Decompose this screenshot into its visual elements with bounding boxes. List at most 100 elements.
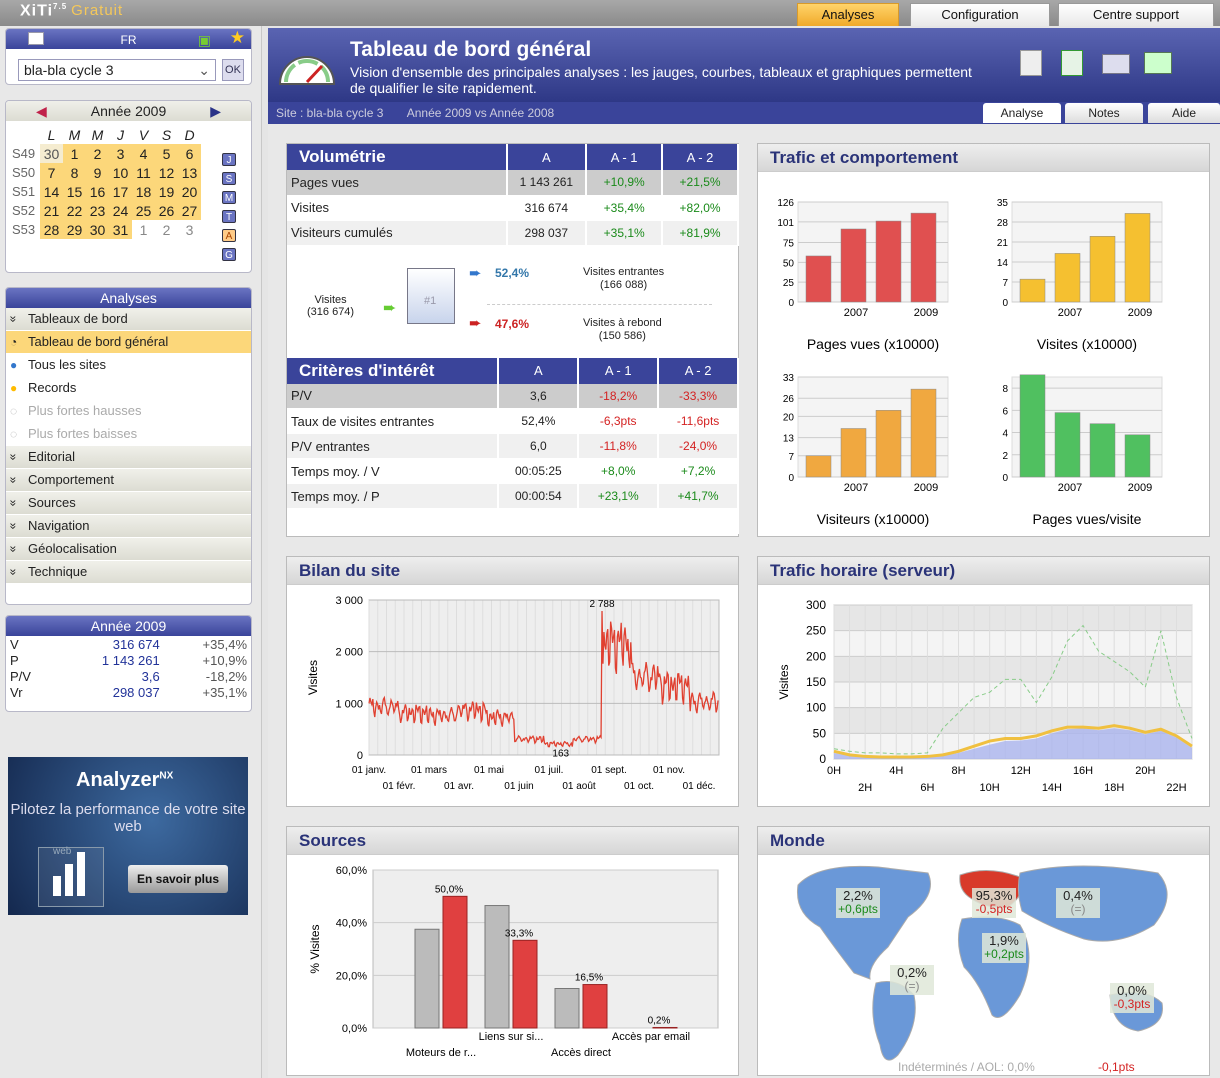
region-percent: 2,2% [843, 888, 873, 903]
tab-centre-support[interactable]: Centre support [1058, 3, 1214, 26]
language-label[interactable]: FR [120, 33, 137, 47]
calendar-day[interactable]: 27 [178, 201, 201, 220]
kpi-row[interactable]: Temps moy. / P 00:00:54 +23,1% +41,7% [287, 483, 739, 509]
kpi-cell: 3,6 [498, 383, 580, 409]
period-button[interactable]: M [222, 191, 236, 204]
email-icon[interactable] [1102, 54, 1130, 74]
week-number[interactable]: S51 [12, 184, 36, 199]
kpi-row[interactable]: Temps moy. / V 00:05:25 +8,0% +7,2% [287, 458, 739, 484]
calendar-day[interactable]: 10 [109, 163, 132, 182]
calendar-day[interactable]: 1 [63, 144, 86, 163]
en-savoir-plus-button[interactable]: En savoir plus [128, 865, 228, 893]
site-panel-head: FR ▣ ★ [6, 29, 251, 49]
calendar-day[interactable]: 14 [40, 182, 63, 201]
menu-item[interactable]: » Comportement [6, 469, 251, 492]
period-button[interactable]: S [222, 172, 236, 185]
site-dropdown[interactable]: bla-bla cycle 3 ⌄ [18, 59, 216, 81]
calendar-day[interactable]: 28 [40, 220, 63, 239]
calendar-day[interactable]: 3 [185, 221, 194, 238]
add-favorite-icon[interactable]: ▣ [197, 32, 211, 48]
chevron-icon: » [6, 476, 21, 484]
tab-aide[interactable]: Aide [1148, 103, 1220, 123]
week-number[interactable]: S49 [12, 146, 36, 161]
calendar-day[interactable]: 8 [63, 163, 86, 182]
period-button[interactable]: J [222, 153, 236, 166]
undetermined-label: Indéterminés / AOL: 0,0% [898, 1060, 1035, 1074]
calendar-day[interactable]: 18 [132, 182, 155, 201]
menu-item[interactable]: ◔ Tableau de bord général [6, 331, 251, 354]
calendar-day[interactable]: 9 [86, 163, 109, 182]
calendar-day[interactable]: 19 [155, 182, 178, 201]
menu-item[interactable]: » Navigation [6, 515, 251, 538]
x-tick-label: 2009 [914, 307, 938, 319]
calendar-day[interactable]: 31 [109, 220, 132, 239]
calendar-day[interactable]: 5 [155, 144, 178, 163]
menu-item[interactable]: ◌ Plus fortes hausses [6, 400, 251, 423]
analyzer-ad[interactable]: AnalyzerNX Pilotez la performance de vot… [8, 757, 248, 915]
next-year-icon[interactable]: ▶ [210, 103, 221, 119]
print-icon[interactable] [1144, 52, 1172, 74]
menu-item[interactable]: ● Tous les sites [6, 354, 251, 377]
kpi-row[interactable]: Visites 316 674 +35,4% +82,0% [287, 195, 739, 221]
calendar-day[interactable]: 6 [178, 144, 201, 163]
tab-analyse[interactable]: Analyse [983, 103, 1061, 123]
bounce-rate: 47,6% [495, 316, 530, 331]
page-icon[interactable] [28, 32, 44, 45]
pdf-export-icon[interactable] [1020, 50, 1042, 76]
calendar-day[interactable]: 20 [178, 182, 201, 201]
kpi-row[interactable]: P/V entrantes 6,0 -11,8% -24,0% [287, 433, 739, 459]
week-number[interactable]: S53 [12, 222, 36, 237]
xiti-logo[interactable]: XiTi7.5 Gratuit [20, 2, 124, 20]
menu-item[interactable]: » Editorial [6, 446, 251, 469]
world-map[interactable]: 2,2%+0,6pts95,3%-0,5pts0,4%(=)1,9%+0,2pt… [758, 855, 1209, 1075]
calendar-day[interactable]: 2 [86, 144, 109, 163]
menu-item[interactable]: » Technique [6, 561, 251, 584]
kpi-cell: -11,6pts [658, 408, 739, 434]
kpi-row[interactable]: Visiteurs cumulés 298 037 +35,1% +81,9% [287, 220, 739, 246]
menu-item[interactable]: » Tableaux de bord [6, 308, 251, 331]
y-tick-label: 21 [997, 238, 1009, 249]
calendar-day[interactable]: 15 [63, 182, 86, 201]
calendar-day[interactable]: 13 [178, 163, 201, 182]
tab-analyses[interactable]: Analyses [797, 3, 899, 26]
period-button[interactable]: G [222, 248, 236, 261]
dashed-series [833, 624, 1193, 755]
calendar-day[interactable]: 25 [132, 201, 155, 220]
menu-item[interactable]: » Géolocalisation [6, 538, 251, 561]
calendar-day[interactable]: 26 [155, 201, 178, 220]
menu-item[interactable]: ● Records [6, 377, 251, 400]
star-icon[interactable]: ★ [229, 28, 245, 47]
period-button[interactable]: T [222, 210, 236, 223]
calendar-day[interactable]: 21 [40, 201, 63, 220]
x-tick-label: Accès par email [612, 1031, 690, 1043]
kpi-row[interactable]: P/V 3,6 -18,2% -33,3% [287, 383, 739, 409]
week-number[interactable]: S52 [12, 203, 36, 218]
menu-item[interactable]: ◌ Plus fortes baisses [6, 423, 251, 446]
calendar-day[interactable]: 30 [86, 220, 109, 239]
calendar-day[interactable]: 22 [63, 201, 86, 220]
week-number[interactable]: S50 [12, 165, 36, 180]
calendar-day[interactable]: 2 [162, 221, 171, 238]
calendar-day[interactable]: 17 [109, 182, 132, 201]
menu-item[interactable]: » Sources [6, 492, 251, 515]
calendar-day[interactable]: 11 [132, 163, 155, 182]
calendar-day[interactable]: 4 [132, 144, 155, 163]
excel-export-icon[interactable] [1061, 50, 1083, 76]
calendar-day[interactable]: 30 [40, 144, 63, 163]
calendar-day[interactable]: 23 [86, 201, 109, 220]
kpi-row[interactable]: Taux de visites entrantes 52,4% -6,3pts -11… [287, 408, 739, 434]
calendar-day[interactable]: 1 [139, 221, 148, 238]
y-tick-label: 4 [1002, 429, 1008, 440]
tab-configuration[interactable]: Configuration [910, 3, 1050, 26]
prev-year-icon[interactable]: ◀ [36, 103, 47, 119]
period-button[interactable]: A [222, 229, 236, 242]
calendar-day[interactable]: 3 [109, 144, 132, 163]
kpi-row[interactable]: Pages vues 1 143 261 +10,9% +21,5% [287, 170, 739, 196]
calendar-day[interactable]: 12 [155, 163, 178, 182]
calendar-day[interactable]: 16 [86, 182, 109, 201]
tab-notes[interactable]: Notes [1065, 103, 1143, 123]
calendar-day[interactable]: 24 [109, 201, 132, 220]
calendar-day[interactable]: 7 [40, 163, 63, 182]
calendar-day[interactable]: 29 [63, 220, 86, 239]
ok-button[interactable]: OK [222, 59, 244, 81]
